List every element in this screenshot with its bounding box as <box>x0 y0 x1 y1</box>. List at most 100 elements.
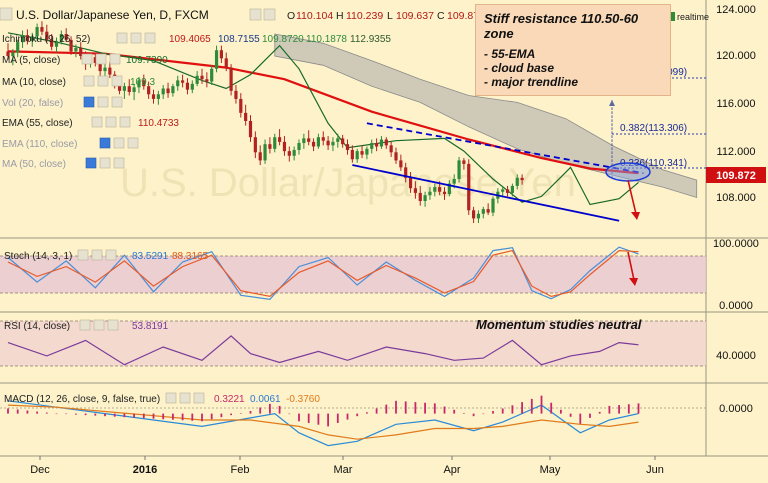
vol-close-button[interactable] <box>111 96 123 108</box>
candle-down <box>399 160 403 168</box>
candle-up <box>54 40 59 47</box>
time-tick: Apr <box>443 464 460 476</box>
ema110-toggle-button[interactable] <box>99 137 111 149</box>
ema55-close-button[interactable] <box>119 116 131 128</box>
macd-histogram-bar <box>220 413 223 418</box>
ema110-label: EMA (110, close) <box>2 139 77 150</box>
rsi-close-button[interactable] <box>107 319 119 331</box>
candle-down <box>282 141 287 152</box>
candle-up <box>263 144 267 161</box>
ichimoku-label: Ichimoku (9, 26, 52) <box>2 34 90 45</box>
watermark: U.S. Dollar/Japanese Yen <box>120 161 576 205</box>
macd-histogram-bar <box>492 411 494 414</box>
macd-eye-button[interactable] <box>179 392 191 404</box>
realtime-icon <box>668 12 675 21</box>
candle-down <box>360 151 364 155</box>
candle-down <box>64 33 68 40</box>
candle-up <box>501 189 505 192</box>
ichimoku-value-5: 112.9355 <box>350 34 391 45</box>
macd-histogram-bar <box>618 405 620 414</box>
candle-down <box>151 94 156 99</box>
ichimoku-settings-button[interactable] <box>116 32 128 44</box>
ma50-close-button[interactable] <box>113 157 125 169</box>
ema110-close-button[interactable] <box>127 137 139 149</box>
stoch-eye-button[interactable] <box>91 249 103 261</box>
resistance-trendline <box>366 122 644 175</box>
candle-down <box>142 80 146 87</box>
candle-down <box>321 137 325 141</box>
rsi-value: 53.8191 <box>132 321 169 332</box>
candle-down <box>108 67 112 75</box>
ema55-settings-button[interactable] <box>91 116 103 128</box>
macd-histogram-bar <box>84 413 87 416</box>
ma50-toggle-button[interactable] <box>85 157 97 169</box>
vol-eye-button[interactable] <box>97 96 109 108</box>
ma50-eye-button[interactable] <box>99 157 111 169</box>
ichimoku-eye-button[interactable] <box>130 32 142 44</box>
ichimoku-close-button[interactable] <box>144 32 156 44</box>
candle-down <box>224 58 228 68</box>
macd-histogram-bar <box>269 403 271 414</box>
ema110-eye-button[interactable] <box>113 137 125 149</box>
macd-histogram-bar <box>637 403 640 414</box>
macd-close-button[interactable] <box>193 392 205 404</box>
candle-down <box>505 189 510 193</box>
settings-button[interactable] <box>249 8 262 21</box>
rsi-label: RSI (14, close) <box>4 321 70 332</box>
price-tick: 108.000 <box>716 192 756 204</box>
candle-up <box>476 213 481 219</box>
eye-button[interactable] <box>263 8 276 21</box>
stoch-tick: 100.0000 <box>713 238 759 250</box>
vol-toggle-button[interactable] <box>83 96 95 108</box>
macd-line <box>7 400 639 447</box>
candle-up <box>122 86 126 91</box>
macd-histogram-bar <box>433 403 436 414</box>
collapse-button[interactable] <box>0 7 13 21</box>
candle-down <box>462 160 466 164</box>
candle-up <box>433 187 437 192</box>
macd-histogram-bar <box>482 413 485 415</box>
time-tick: Dec <box>30 464 50 476</box>
stoch-settings-button[interactable] <box>77 249 89 261</box>
time-tick: Mar <box>334 464 353 476</box>
candle-up <box>355 151 359 160</box>
up-arrow-dotted <box>609 100 615 165</box>
macd-histogram-bar <box>511 405 514 414</box>
macd-histogram-bar <box>385 404 388 414</box>
oscillators <box>7 246 640 447</box>
ema55-eye-button[interactable] <box>105 116 117 128</box>
ma10-eye-button[interactable] <box>97 75 109 87</box>
candle-up <box>16 42 20 53</box>
candle-down <box>234 90 238 99</box>
macd-histogram-bar <box>336 413 339 423</box>
time-tick: Feb <box>231 464 250 476</box>
candle-down <box>6 51 10 57</box>
macd-settings-button[interactable] <box>165 392 177 404</box>
ma10-settings-button[interactable] <box>83 75 95 87</box>
candle-up <box>331 141 335 146</box>
ichimoku-value-3: 109.8720 <box>262 34 304 45</box>
ma5-eye-button[interactable] <box>95 53 107 65</box>
rsi-eye-button[interactable] <box>93 319 105 331</box>
ma5-close-button[interactable] <box>109 53 121 65</box>
ohlc-o-letter: O <box>287 10 295 22</box>
macd-value: 0.0061 <box>250 394 281 405</box>
stoch-close-button[interactable] <box>105 249 117 261</box>
macd-histogram-bar <box>249 411 252 414</box>
macd-histogram-bar <box>230 413 232 416</box>
macd-histogram-bar <box>104 413 106 417</box>
macd-label: MACD (12, 26, close, 9, false, true) <box>4 394 160 405</box>
candle-down <box>253 137 257 153</box>
ema55-label: EMA (55, close) <box>2 118 73 129</box>
macd-histogram-bar <box>579 413 582 424</box>
candle-up <box>316 137 320 147</box>
ma10-close-button[interactable] <box>111 75 123 87</box>
candle-down <box>350 149 354 160</box>
ichimoku-value-4: 110.1878 <box>306 34 347 45</box>
down-arrow-main <box>627 179 640 220</box>
ma5-settings-button[interactable] <box>81 53 93 65</box>
candle-down <box>181 80 185 83</box>
rsi-settings-button[interactable] <box>79 319 91 331</box>
candle-down <box>467 163 471 211</box>
macd-histogram-bar <box>7 408 9 414</box>
